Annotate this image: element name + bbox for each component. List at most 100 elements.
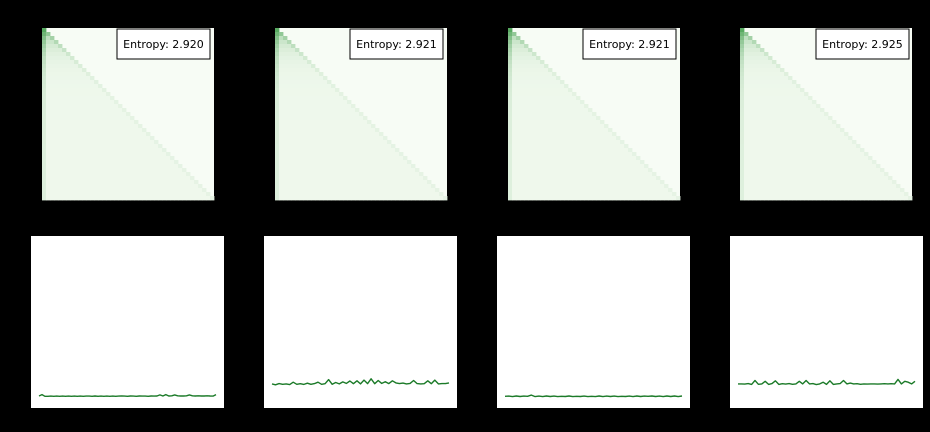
heatmap-cell — [764, 156, 769, 161]
heatmap-cell — [295, 80, 300, 85]
heatmap-cell — [387, 168, 392, 173]
heatmap-cell — [516, 148, 521, 153]
heatmap-cell — [62, 196, 67, 201]
heatmap-cell — [564, 188, 569, 193]
heatmap-cell — [844, 140, 849, 145]
heatmap-cell — [624, 180, 629, 185]
heatmap-cell — [98, 96, 103, 101]
heatmap-cell — [323, 140, 328, 145]
heatmap-cell — [740, 28, 745, 33]
heatmap-cell — [632, 188, 637, 193]
heatmap-cell — [114, 140, 119, 145]
heatmap-cell — [540, 192, 545, 197]
heatmap-cell — [748, 124, 753, 129]
heatmap-cell — [612, 188, 617, 193]
heatmap-cell — [94, 160, 99, 165]
heatmap-cell — [102, 196, 107, 201]
heatmap-cell — [178, 180, 183, 185]
heatmap-cell — [796, 168, 801, 173]
heatmap-cell — [166, 180, 171, 185]
heatmap-cell — [548, 156, 553, 161]
heatmap-cell — [158, 192, 163, 197]
heatmap-cell — [114, 192, 119, 197]
heatmap-cell — [291, 52, 296, 57]
heatmap-cell — [800, 152, 805, 157]
heatmap-cell — [62, 124, 67, 129]
heatmap-cell — [848, 188, 853, 193]
heatmap-cell — [740, 32, 745, 37]
heatmap-cell — [844, 168, 849, 173]
heatmap-cell — [808, 100, 813, 105]
heatmap-cell — [520, 112, 525, 117]
heatmap-cell — [520, 124, 525, 129]
heatmap-cell — [158, 164, 163, 169]
heatmap-cell — [54, 168, 59, 173]
heatmap-cell — [359, 124, 364, 129]
heatmap-cell — [118, 196, 123, 201]
heatmap-cell — [415, 172, 420, 177]
heatmap-cell — [548, 196, 553, 201]
heatmap-cell — [383, 176, 388, 181]
heatmap-cell — [391, 176, 396, 181]
heatmap-cell — [852, 180, 857, 185]
heatmap-cell — [588, 188, 593, 193]
heatmap-cell — [816, 112, 821, 117]
heatmap-cell — [94, 88, 99, 93]
heatmap-cell — [756, 88, 761, 93]
heatmap-cell — [50, 148, 55, 153]
heatmap-cell — [86, 180, 91, 185]
heatmap-cell — [295, 196, 300, 201]
heatmap-cell — [552, 140, 557, 145]
heatmap-cell — [768, 124, 773, 129]
heatmap-cell — [54, 136, 59, 141]
heatmap-cell — [592, 136, 597, 141]
heatmap-cell — [42, 188, 47, 193]
heatmap-cell — [588, 128, 593, 133]
heatmap-cell — [166, 172, 171, 177]
heatmap-cell — [516, 156, 521, 161]
heatmap-cell — [78, 172, 83, 177]
heatmap-cell — [275, 40, 280, 45]
heatmap-cell — [908, 196, 913, 201]
heatmap-cell — [287, 116, 292, 121]
heatmap-cell — [162, 172, 167, 177]
heatmap-cell — [134, 120, 139, 125]
heatmap-cell — [50, 56, 55, 61]
heatmap-cell — [279, 40, 284, 45]
heatmap-cell — [804, 112, 809, 117]
heatmap-cell — [508, 196, 513, 201]
heatmap-cell — [42, 60, 47, 65]
heatmap-cell — [544, 72, 549, 77]
heatmap-cell — [836, 192, 841, 197]
heatmap-cell — [840, 152, 845, 157]
heatmap-cell — [568, 124, 573, 129]
heatmap-cell — [772, 124, 777, 129]
heatmap-cell — [552, 144, 557, 149]
heatmap-cell — [110, 108, 115, 113]
heatmap-cell — [158, 168, 163, 173]
heatmap-cell — [82, 184, 87, 189]
heatmap-cell — [548, 92, 553, 97]
heatmap-cell — [323, 132, 328, 137]
heatmap-cell — [403, 180, 408, 185]
heatmap-cell — [78, 184, 83, 189]
heatmap-cell — [54, 120, 59, 125]
heatmap-cell — [768, 148, 773, 153]
heatmap-cell — [752, 104, 757, 109]
heatmap-cell — [520, 104, 525, 109]
heatmap-cell — [748, 172, 753, 177]
heatmap-cell — [768, 116, 773, 121]
heatmap-cell — [379, 168, 384, 173]
heatmap-cell — [764, 80, 769, 85]
heatmap-cell — [572, 152, 577, 157]
heatmap-cell — [126, 188, 131, 193]
heatmap-cell — [796, 152, 801, 157]
heatmap-cell — [295, 104, 300, 109]
heatmap-cell — [46, 36, 51, 41]
heatmap-cell — [820, 176, 825, 181]
heatmap-cell — [279, 160, 284, 165]
heatmap-cell — [154, 144, 159, 149]
heatmap-cell — [142, 140, 147, 145]
heatmap-cell — [764, 92, 769, 97]
heatmap-cell — [66, 76, 71, 81]
